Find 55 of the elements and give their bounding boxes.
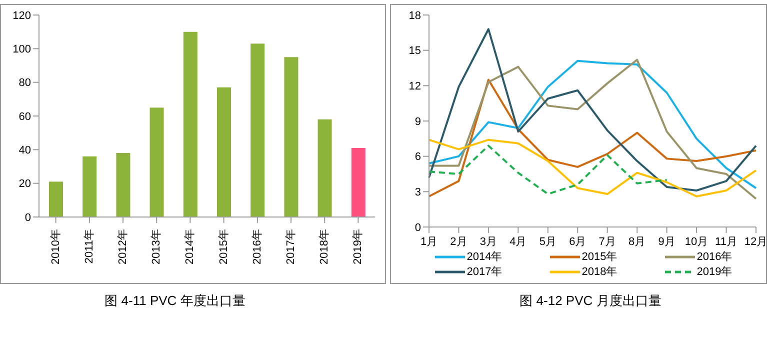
y-tick-label: 12 — [408, 80, 421, 93]
bar — [351, 148, 366, 217]
x-tick-label: 2019年 — [352, 229, 364, 264]
legend-label: 2017年 — [466, 265, 502, 279]
legend-label: 2019年 — [696, 265, 732, 279]
y-tick-label: 0 — [414, 222, 421, 234]
text: 图 4-12 PVC 月度出口量 — [518, 292, 662, 310]
x-tick-label: 6月 — [569, 236, 586, 248]
y-tick-label: 3 — [414, 186, 421, 199]
y-tick-label: 100 — [12, 44, 31, 56]
bar — [284, 57, 298, 217]
line-series — [428, 78, 757, 198]
y-tick-label: 40 — [18, 144, 31, 157]
y-tick-label: 0 — [24, 212, 31, 224]
line-series — [428, 138, 757, 198]
x-tick-label: 8月 — [628, 236, 646, 248]
line-series — [428, 28, 757, 192]
x-tick-label: 2013年 — [150, 229, 163, 264]
x-tick-label: 2015年 — [218, 229, 230, 264]
bar — [150, 108, 164, 217]
bar — [183, 32, 198, 217]
x-tick-label: 3月 — [480, 236, 497, 248]
line-series — [428, 144, 668, 196]
x-tick-label: 2014年 — [184, 229, 196, 264]
y-tick-label: 80 — [18, 77, 31, 90]
bar — [250, 44, 265, 217]
y-tick-label: 120 — [12, 10, 31, 22]
bar — [82, 156, 97, 217]
x-tick-label: 11月 — [715, 236, 738, 248]
bar — [217, 87, 231, 217]
x-tick-label: 10月 — [684, 236, 708, 248]
x-tick-label: 12月 — [744, 236, 768, 248]
y-tick-label: 9 — [414, 116, 421, 128]
x-tick-label: 2016年 — [251, 229, 264, 264]
y-tick-label: 6 — [414, 151, 421, 164]
text: 图 4-11 PVC 年度出口量 — [104, 292, 246, 310]
x-tick-label: 9月 — [658, 236, 676, 248]
legend-label: 2018年 — [582, 265, 618, 279]
x-tick-label: 2017年 — [285, 229, 297, 264]
y-tick-label: 18 — [408, 10, 421, 22]
y-tick-label: 20 — [18, 178, 31, 190]
y-tick-label: 60 — [18, 110, 31, 123]
bar — [318, 119, 332, 217]
x-tick-label: 2018年 — [318, 229, 331, 264]
x-tick-label: 2012年 — [117, 229, 129, 264]
y-tick-label: 15 — [408, 45, 421, 58]
x-tick-label: 2011年 — [83, 229, 96, 264]
x-tick-label: 4月 — [510, 236, 527, 248]
bar — [116, 153, 130, 217]
bar — [49, 182, 63, 217]
x-tick-label: 2010年 — [50, 229, 62, 264]
x-tick-label: 2月 — [450, 236, 468, 248]
x-tick-label: 7月 — [598, 236, 616, 248]
x-tick-label: 1月 — [420, 236, 438, 248]
x-tick-label: 5月 — [539, 236, 556, 248]
